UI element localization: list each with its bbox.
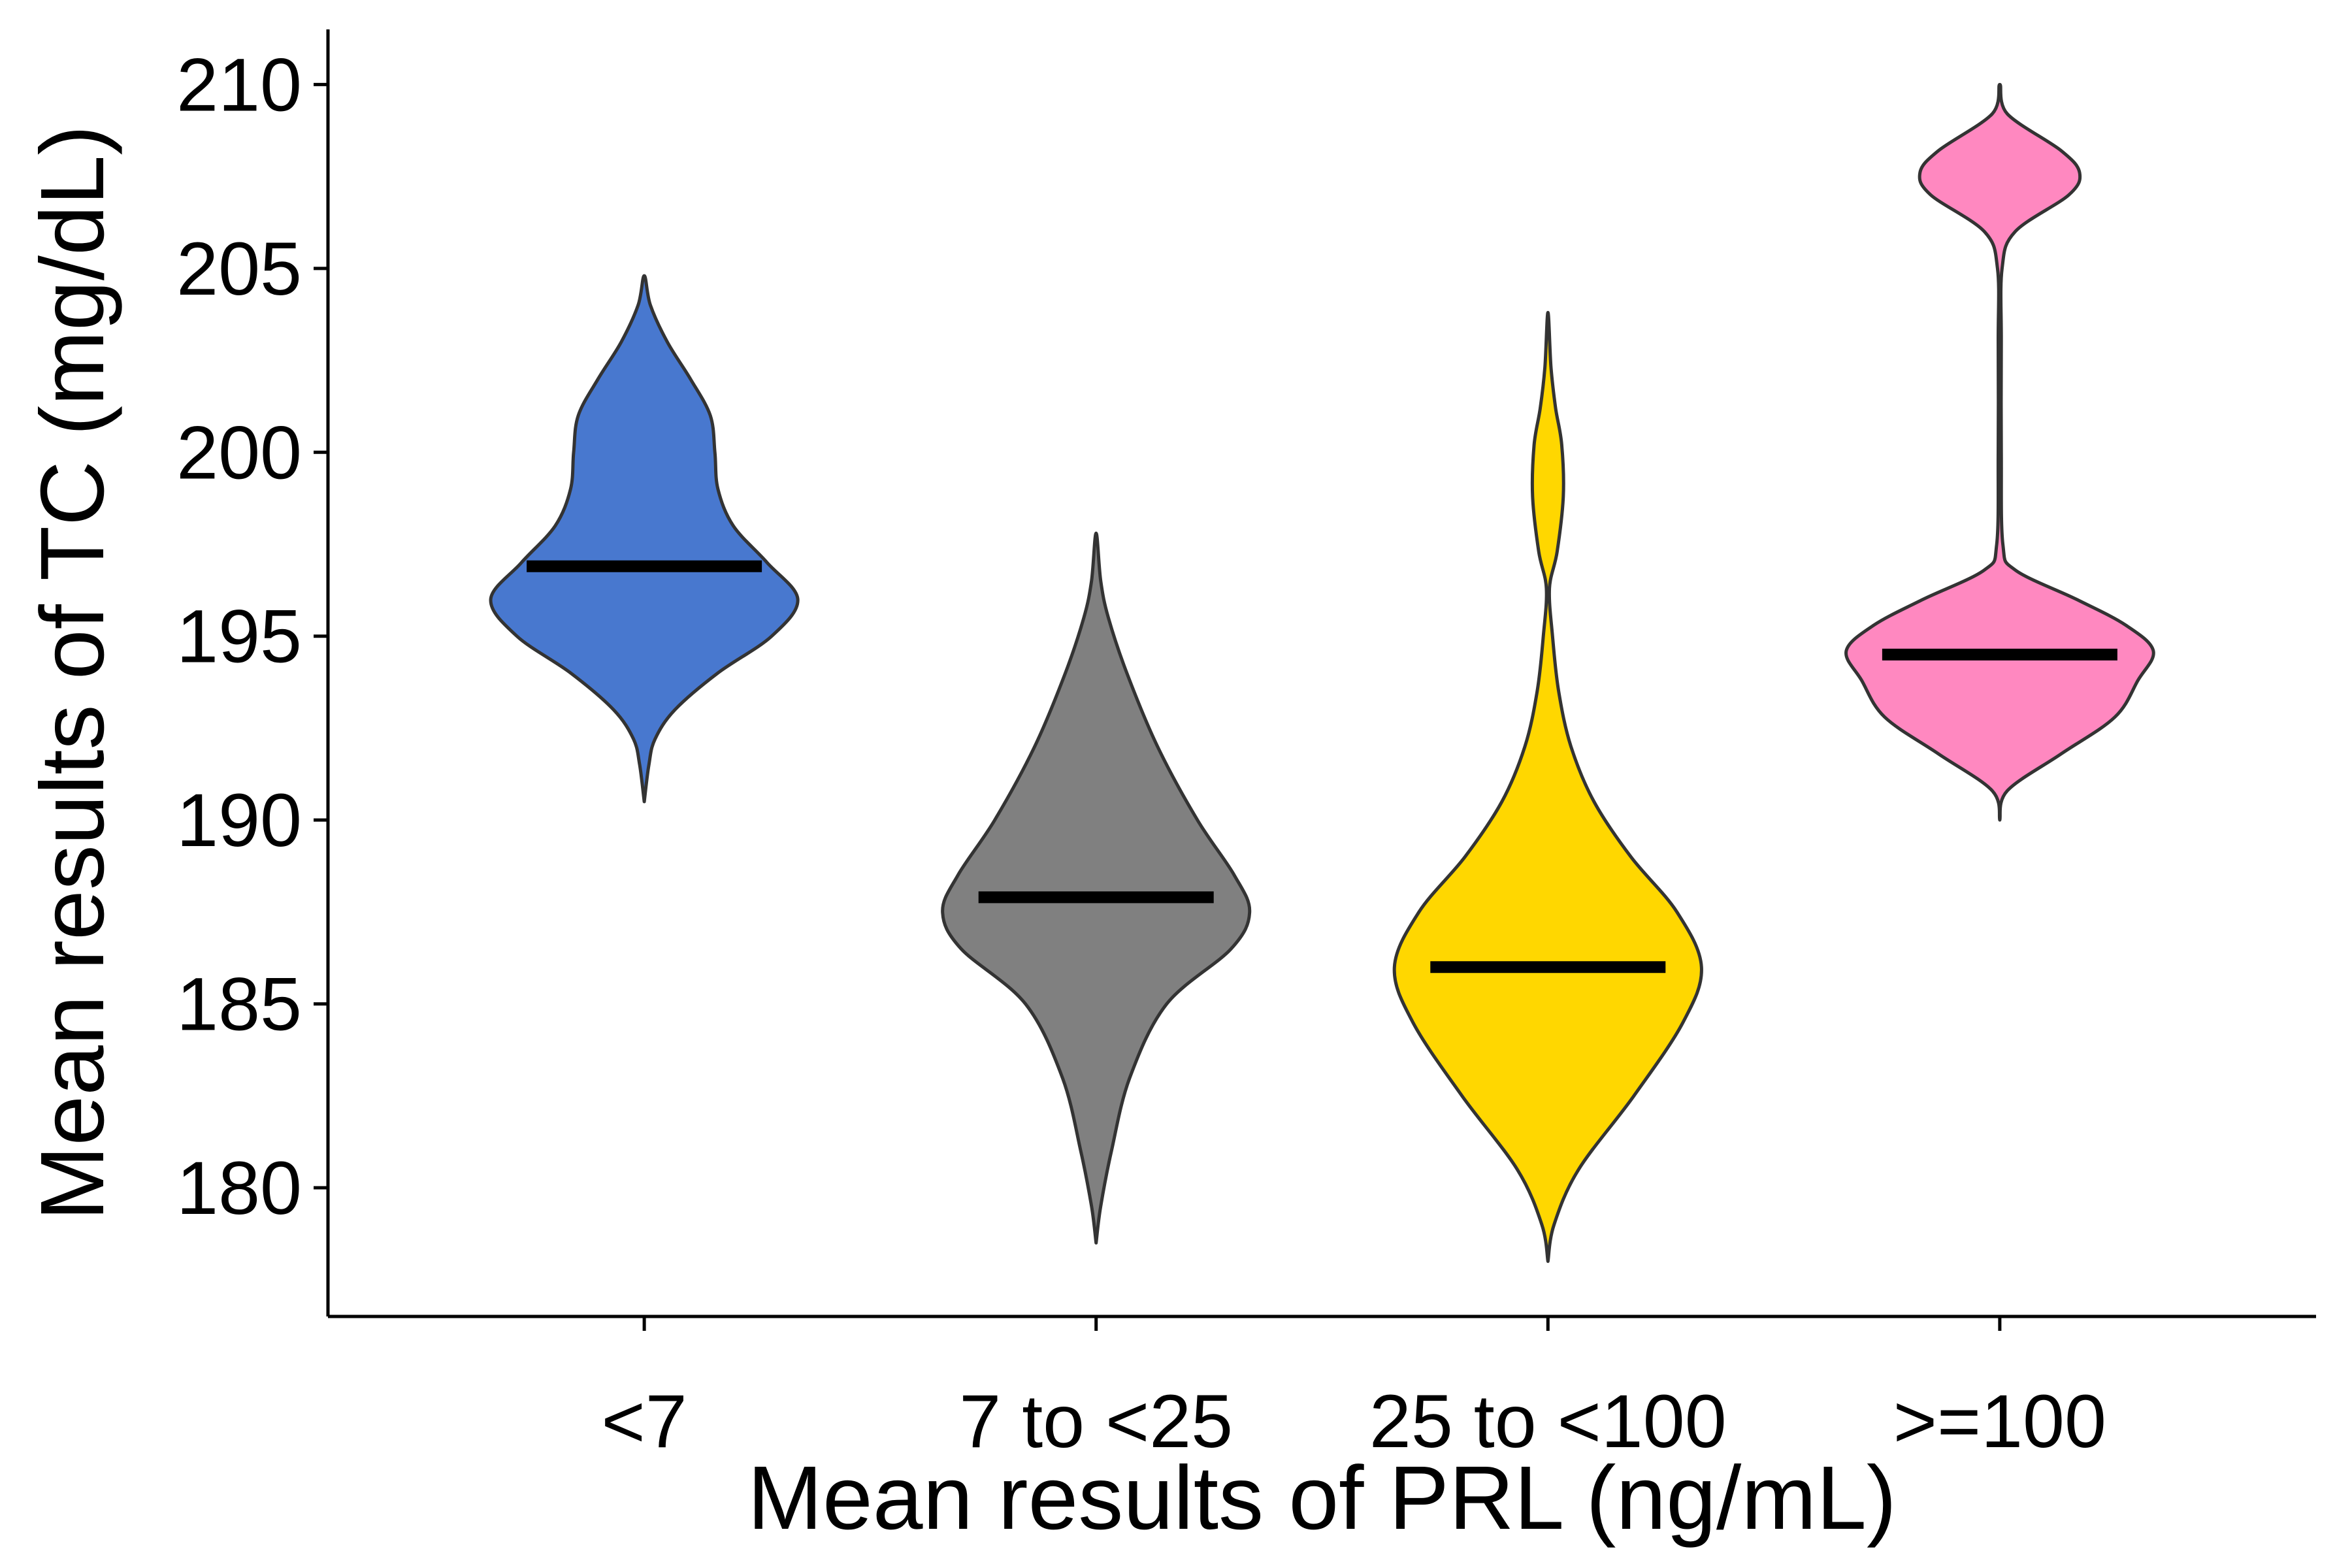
x-tick-label: 25 to <100 [1369, 1380, 1727, 1463]
x-ticks-group: <7 7 to <25 25 to <100 >=100 [602, 1316, 2106, 1463]
y-tick-label: 190 [176, 779, 302, 862]
violin-7-to-lt-25 [941, 531, 1252, 1245]
x-tick-label: <7 [602, 1380, 687, 1463]
violin-25-to-lt-100 [1392, 310, 1703, 1264]
y-tick-label: 180 [176, 1147, 302, 1230]
x-tick-label: 7 to <25 [959, 1380, 1233, 1463]
y-tick-label: 185 [176, 963, 302, 1047]
x-axis-title: Mean results of PRL (ng/mL) [747, 1448, 1897, 1548]
y-tick-label: 205 [176, 227, 302, 311]
y-tick-label: 200 [176, 411, 302, 495]
y-axis-title: Mean results of TC (mg/dL) [22, 125, 123, 1220]
violins-group [489, 82, 2155, 1264]
x-tick-label: >=100 [1893, 1380, 2106, 1463]
medians-group [527, 560, 2117, 973]
violin-lt-7 [489, 274, 800, 804]
y-tick-label: 195 [176, 595, 302, 679]
y-ticks-group: 180 185 190 195 200 205 210 [176, 43, 328, 1230]
violin-gte-100 [1844, 82, 2155, 822]
y-tick-label: 210 [176, 43, 302, 127]
